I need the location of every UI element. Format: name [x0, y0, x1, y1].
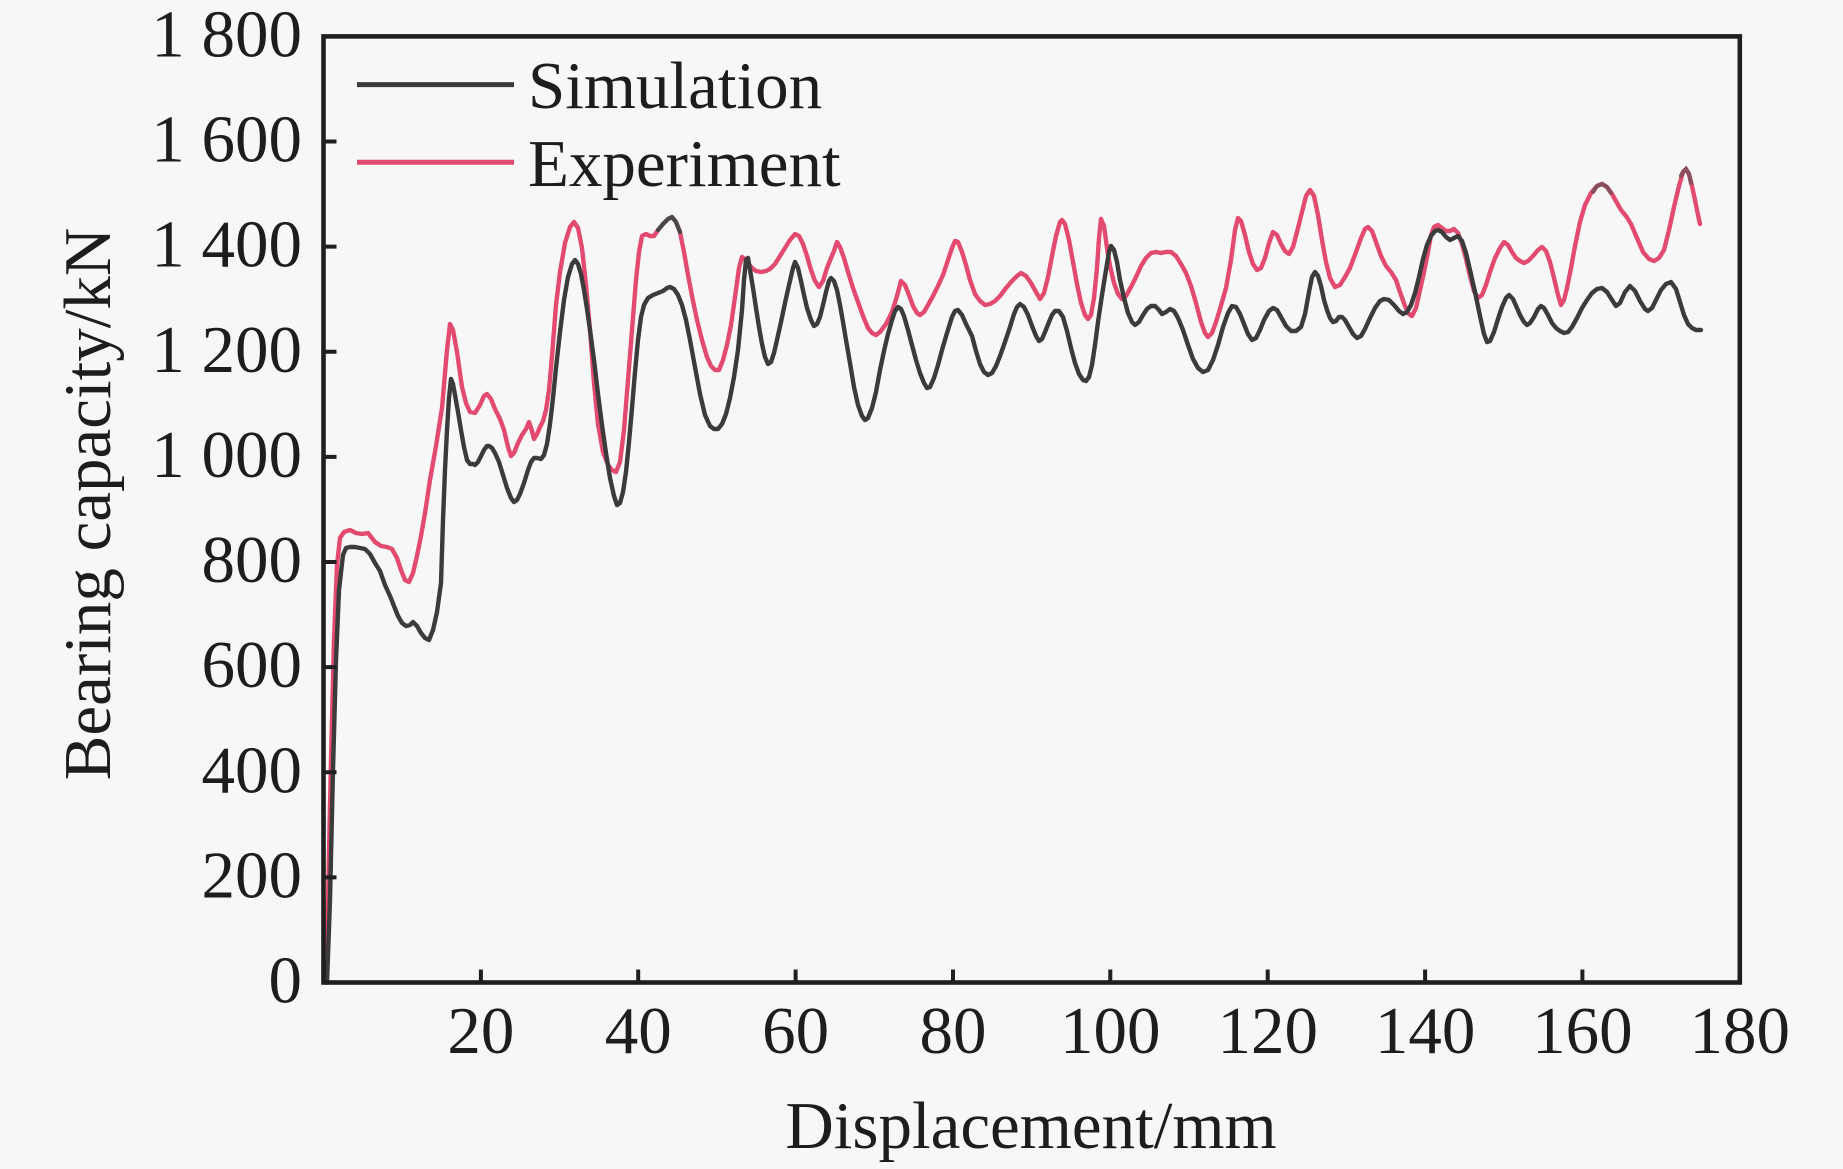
svg-text:400: 400	[202, 733, 303, 807]
svg-text:800: 800	[202, 523, 303, 597]
svg-text:1 200: 1 200	[151, 313, 302, 387]
svg-text:1 000: 1 000	[151, 418, 302, 492]
svg-text:Experiment: Experiment	[528, 127, 841, 201]
svg-text:40: 40	[605, 994, 672, 1068]
svg-text:Bearing capacity/kN: Bearing capacity/kN	[51, 228, 125, 781]
svg-text:Simulation: Simulation	[528, 49, 822, 123]
svg-text:0: 0	[269, 944, 303, 1018]
svg-text:140: 140	[1375, 994, 1476, 1068]
svg-text:Displacement/mm: Displacement/mm	[785, 1089, 1276, 1163]
svg-text:1 800: 1 800	[151, 0, 302, 71]
svg-text:60: 60	[762, 994, 829, 1068]
svg-text:160: 160	[1532, 994, 1633, 1068]
svg-text:1 400: 1 400	[151, 208, 302, 282]
svg-text:600: 600	[202, 628, 303, 702]
svg-text:20: 20	[447, 994, 514, 1068]
svg-text:1 600: 1 600	[151, 103, 302, 177]
svg-text:180: 180	[1690, 994, 1791, 1068]
svg-text:100: 100	[1060, 994, 1161, 1068]
svg-text:200: 200	[202, 838, 303, 912]
svg-text:120: 120	[1217, 994, 1318, 1068]
svg-text:80: 80	[920, 994, 987, 1068]
